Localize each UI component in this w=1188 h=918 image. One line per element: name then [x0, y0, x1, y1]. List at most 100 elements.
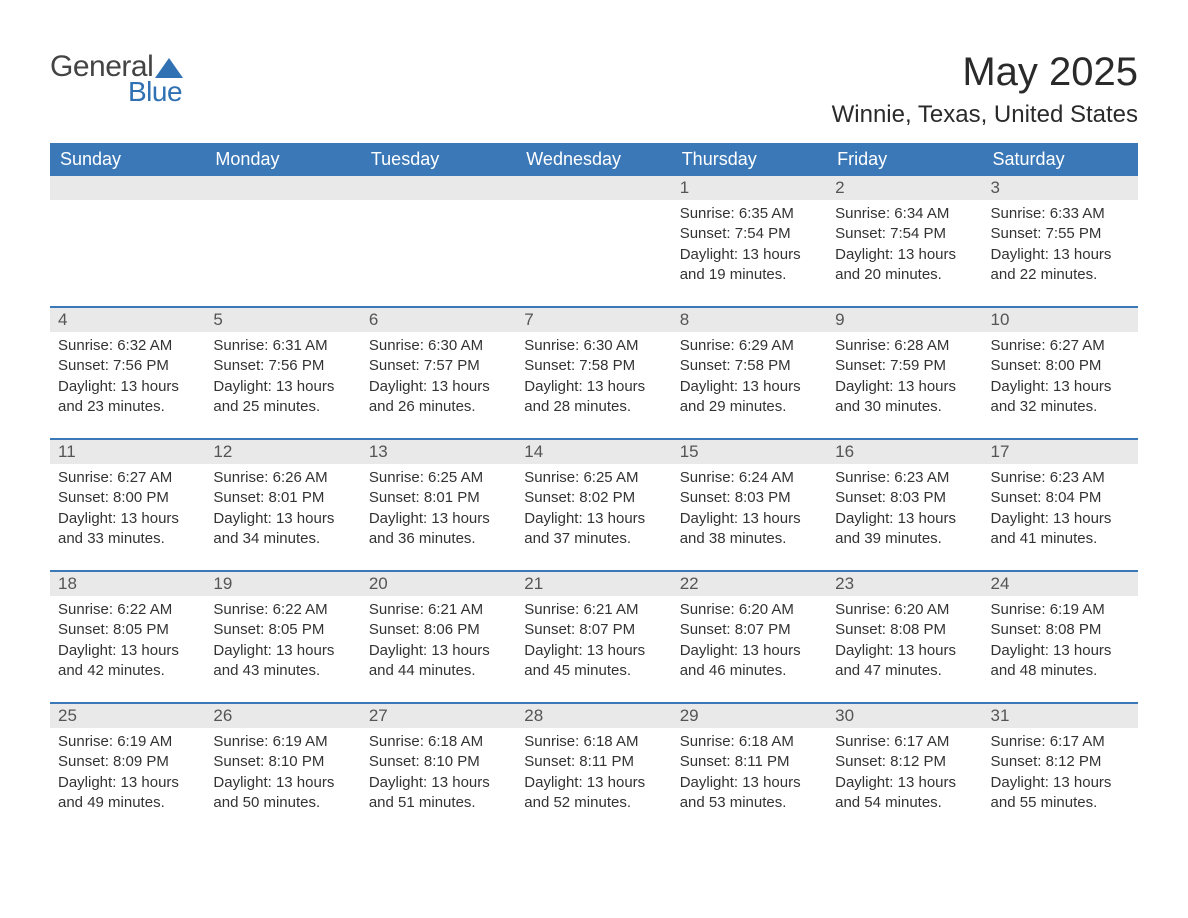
day-sunset: Sunset: 7:54 PM	[680, 224, 819, 244]
day-cell: 24Sunrise: 6:19 AMSunset: 8:08 PMDayligh…	[983, 572, 1138, 692]
day-number: 3	[983, 176, 1138, 200]
day-sunset: Sunset: 8:05 PM	[58, 620, 197, 640]
day-sunset: Sunset: 8:11 PM	[680, 752, 819, 772]
day-d2: and 44 minutes.	[369, 661, 508, 681]
day-d1: Daylight: 13 hours	[58, 773, 197, 793]
day-cell	[50, 176, 205, 296]
day-cell: 30Sunrise: 6:17 AMSunset: 8:12 PMDayligh…	[827, 704, 982, 824]
day-cell: 26Sunrise: 6:19 AMSunset: 8:10 PMDayligh…	[205, 704, 360, 824]
day-body: Sunrise: 6:19 AMSunset: 8:08 PMDaylight:…	[983, 596, 1138, 687]
day-sunset: Sunset: 8:12 PM	[835, 752, 974, 772]
calendar: SundayMondayTuesdayWednesdayThursdayFrid…	[50, 143, 1138, 824]
day-sunset: Sunset: 8:07 PM	[524, 620, 663, 640]
day-sunset: Sunset: 8:04 PM	[991, 488, 1130, 508]
day-d1: Daylight: 13 hours	[680, 245, 819, 265]
day-number: 2	[827, 176, 982, 200]
day-sunset: Sunset: 7:56 PM	[58, 356, 197, 376]
day-number: 1	[672, 176, 827, 200]
day-sunrise: Sunrise: 6:29 AM	[680, 336, 819, 356]
day-number: 17	[983, 440, 1138, 464]
day-d2: and 38 minutes.	[680, 529, 819, 549]
day-cell	[516, 176, 671, 296]
day-d2: and 51 minutes.	[369, 793, 508, 813]
week-row: 1Sunrise: 6:35 AMSunset: 7:54 PMDaylight…	[50, 176, 1138, 296]
day-body: Sunrise: 6:22 AMSunset: 8:05 PMDaylight:…	[205, 596, 360, 687]
day-body: Sunrise: 6:25 AMSunset: 8:02 PMDaylight:…	[516, 464, 671, 555]
day-body: Sunrise: 6:20 AMSunset: 8:07 PMDaylight:…	[672, 596, 827, 687]
weekday-header: Sunday	[50, 143, 205, 176]
day-cell: 2Sunrise: 6:34 AMSunset: 7:54 PMDaylight…	[827, 176, 982, 296]
day-sunrise: Sunrise: 6:31 AM	[213, 336, 352, 356]
month-title: May 2025	[832, 50, 1138, 95]
day-d1: Daylight: 13 hours	[213, 509, 352, 529]
day-cell: 10Sunrise: 6:27 AMSunset: 8:00 PMDayligh…	[983, 308, 1138, 428]
day-sunset: Sunset: 8:02 PM	[524, 488, 663, 508]
day-d1: Daylight: 13 hours	[991, 773, 1130, 793]
day-cell: 28Sunrise: 6:18 AMSunset: 8:11 PMDayligh…	[516, 704, 671, 824]
day-d1: Daylight: 13 hours	[369, 641, 508, 661]
day-number: 14	[516, 440, 671, 464]
day-sunrise: Sunrise: 6:25 AM	[524, 468, 663, 488]
day-d2: and 50 minutes.	[213, 793, 352, 813]
day-body: Sunrise: 6:29 AMSunset: 7:58 PMDaylight:…	[672, 332, 827, 423]
day-cell: 16Sunrise: 6:23 AMSunset: 8:03 PMDayligh…	[827, 440, 982, 560]
day-d2: and 41 minutes.	[991, 529, 1130, 549]
day-cell: 5Sunrise: 6:31 AMSunset: 7:56 PMDaylight…	[205, 308, 360, 428]
day-sunset: Sunset: 8:10 PM	[369, 752, 508, 772]
day-d2: and 45 minutes.	[524, 661, 663, 681]
day-d1: Daylight: 13 hours	[680, 377, 819, 397]
day-cell: 21Sunrise: 6:21 AMSunset: 8:07 PMDayligh…	[516, 572, 671, 692]
day-body: Sunrise: 6:32 AMSunset: 7:56 PMDaylight:…	[50, 332, 205, 423]
day-d1: Daylight: 13 hours	[213, 773, 352, 793]
day-d1: Daylight: 13 hours	[991, 509, 1130, 529]
day-sunrise: Sunrise: 6:17 AM	[835, 732, 974, 752]
day-d1: Daylight: 13 hours	[680, 509, 819, 529]
day-sunrise: Sunrise: 6:34 AM	[835, 204, 974, 224]
day-sunrise: Sunrise: 6:18 AM	[524, 732, 663, 752]
day-sunset: Sunset: 8:12 PM	[991, 752, 1130, 772]
day-d1: Daylight: 13 hours	[524, 509, 663, 529]
day-d2: and 26 minutes.	[369, 397, 508, 417]
day-number: 8	[672, 308, 827, 332]
day-number: 24	[983, 572, 1138, 596]
day-number: 28	[516, 704, 671, 728]
day-body: Sunrise: 6:25 AMSunset: 8:01 PMDaylight:…	[361, 464, 516, 555]
day-cell: 3Sunrise: 6:33 AMSunset: 7:55 PMDaylight…	[983, 176, 1138, 296]
day-body: Sunrise: 6:31 AMSunset: 7:56 PMDaylight:…	[205, 332, 360, 423]
day-sunrise: Sunrise: 6:27 AM	[991, 336, 1130, 356]
day-sunrise: Sunrise: 6:28 AM	[835, 336, 974, 356]
brand-blue: Blue	[128, 76, 182, 108]
day-cell	[361, 176, 516, 296]
day-cell	[205, 176, 360, 296]
day-sunrise: Sunrise: 6:20 AM	[680, 600, 819, 620]
day-cell: 9Sunrise: 6:28 AMSunset: 7:59 PMDaylight…	[827, 308, 982, 428]
day-body: Sunrise: 6:23 AMSunset: 8:04 PMDaylight:…	[983, 464, 1138, 555]
day-body: Sunrise: 6:18 AMSunset: 8:11 PMDaylight:…	[516, 728, 671, 819]
day-d2: and 34 minutes.	[213, 529, 352, 549]
day-cell: 6Sunrise: 6:30 AMSunset: 7:57 PMDaylight…	[361, 308, 516, 428]
week-row: 18Sunrise: 6:22 AMSunset: 8:05 PMDayligh…	[50, 570, 1138, 692]
weekday-header-row: SundayMondayTuesdayWednesdayThursdayFrid…	[50, 143, 1138, 176]
day-cell: 14Sunrise: 6:25 AMSunset: 8:02 PMDayligh…	[516, 440, 671, 560]
day-sunset: Sunset: 8:08 PM	[991, 620, 1130, 640]
day-d2: and 29 minutes.	[680, 397, 819, 417]
day-cell: 18Sunrise: 6:22 AMSunset: 8:05 PMDayligh…	[50, 572, 205, 692]
day-cell: 23Sunrise: 6:20 AMSunset: 8:08 PMDayligh…	[827, 572, 982, 692]
day-sunrise: Sunrise: 6:32 AM	[58, 336, 197, 356]
day-body: Sunrise: 6:19 AMSunset: 8:09 PMDaylight:…	[50, 728, 205, 819]
day-number	[205, 176, 360, 200]
day-sunrise: Sunrise: 6:19 AM	[58, 732, 197, 752]
day-sunrise: Sunrise: 6:25 AM	[369, 468, 508, 488]
day-cell: 7Sunrise: 6:30 AMSunset: 7:58 PMDaylight…	[516, 308, 671, 428]
day-number: 6	[361, 308, 516, 332]
day-d1: Daylight: 13 hours	[835, 641, 974, 661]
day-number: 16	[827, 440, 982, 464]
day-cell: 22Sunrise: 6:20 AMSunset: 8:07 PMDayligh…	[672, 572, 827, 692]
day-sunset: Sunset: 8:08 PM	[835, 620, 974, 640]
day-body: Sunrise: 6:26 AMSunset: 8:01 PMDaylight:…	[205, 464, 360, 555]
day-number	[361, 176, 516, 200]
day-cell: 15Sunrise: 6:24 AMSunset: 8:03 PMDayligh…	[672, 440, 827, 560]
day-d2: and 53 minutes.	[680, 793, 819, 813]
day-body: Sunrise: 6:17 AMSunset: 8:12 PMDaylight:…	[827, 728, 982, 819]
day-number: 4	[50, 308, 205, 332]
